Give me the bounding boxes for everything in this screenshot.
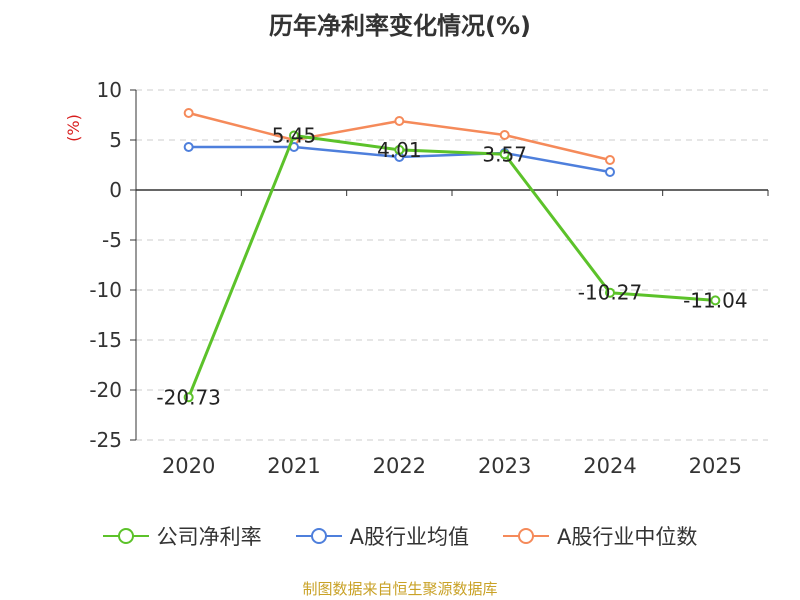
data-point [605,167,615,177]
series-line [187,134,716,398]
data-point [394,144,405,155]
legend-marker-icon [102,528,149,544]
data-label: -11.04 [683,288,747,312]
data-label: -20.73 [156,385,220,409]
y-tick-label: -15 [89,328,122,352]
y-tick-label: 0 [109,178,122,202]
x-tick-label: 2022 [373,454,426,478]
chart-title: 历年净利率变化情况(%) [269,12,531,40]
x-tick-label: 2025 [689,454,742,478]
legend-item-industry-mean[interactable]: A股行业均值 [295,521,469,551]
y-axis-label: (%) [64,114,83,142]
legend-marker-icon [295,528,342,544]
data-point [394,116,405,126]
x-tick-label: 2020 [162,454,215,478]
legend: 公司净利率 A股行业均值 A股行业中位数 [0,520,800,552]
data-point [183,142,194,152]
data-point [183,108,194,118]
data-point [710,295,721,306]
data-labels: -20.73 5.45 4.01 3.57 -10.27 -11.04 [156,124,747,410]
data-label: -10.27 [578,281,642,305]
data-point [183,392,194,403]
x-tick-label: 2023 [478,454,531,478]
y-tick-label: -25 [89,428,122,452]
y-tick-label: 10 [97,78,122,102]
legend-item-industry-median[interactable]: A股行业中位数 [503,521,697,551]
x-tick-label: 2024 [583,454,636,478]
data-label: 3.57 [482,142,527,166]
legend-label: A股行业中位数 [557,525,698,549]
y-tick-label: 5 [109,128,122,152]
data-label: 5.45 [272,124,317,148]
legend-item-company-net-margin[interactable]: 公司净利率 [102,521,262,551]
x-tick-label: 2021 [267,454,320,478]
data-point [605,287,615,298]
data-point [289,130,299,141]
data-point [499,130,510,140]
y-tick-label: -10 [89,278,122,302]
data-label: 4.01 [377,138,422,162]
axes: 10 5 0 -5 -10 -15 -20 -25 2020 2021 2022 2023 2024 20… [64,78,769,478]
gridlines [136,89,768,441]
legend-marker-icon [503,528,549,544]
legend-label: 公司净利率 [156,525,262,549]
y-tick-label: -20 [89,378,122,402]
y-tick-label: -5 [102,228,122,252]
data-point [605,155,615,165]
source-note: 制图数据来自恒生聚源数据库 [302,580,498,598]
data-point [499,149,510,160]
series-lines [183,108,721,403]
legend-label: A股行业均值 [349,525,469,549]
